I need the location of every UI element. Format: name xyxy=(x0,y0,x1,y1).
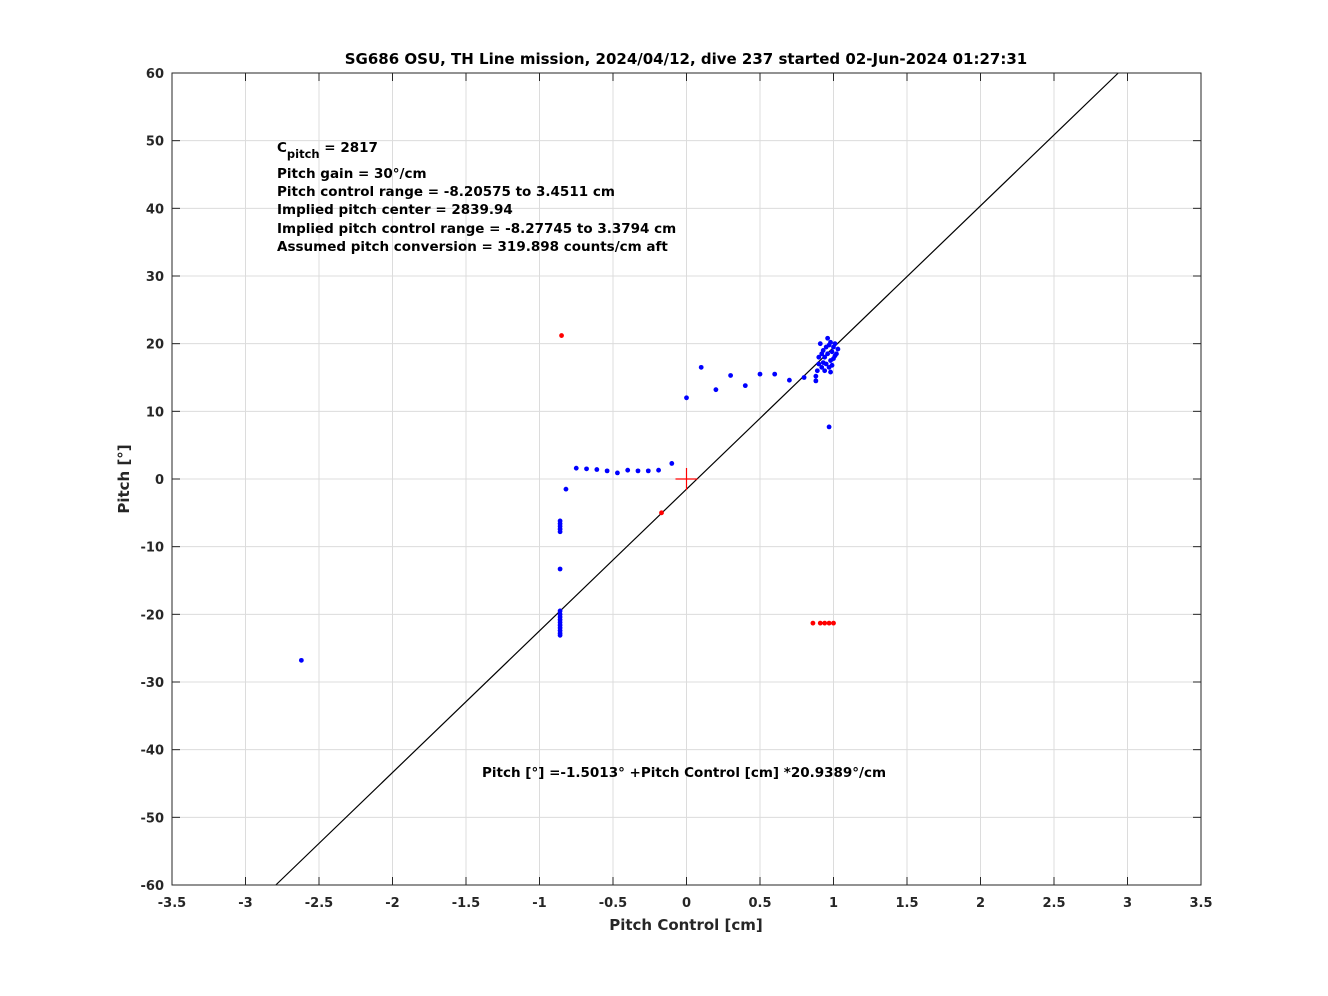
y-tick-label: 60 xyxy=(146,67,164,82)
y-tick-label: -10 xyxy=(141,541,165,556)
data-point-blue xyxy=(814,368,820,374)
data-point-blue xyxy=(625,467,631,473)
y-tick-label: 30 xyxy=(146,270,164,285)
data-point-blue xyxy=(832,341,838,347)
data-point-blue xyxy=(822,368,828,374)
data-point-red xyxy=(559,333,564,338)
x-tick-label: 3 xyxy=(1123,896,1132,911)
data-point-blue xyxy=(829,362,835,368)
x-tick-label: -3.5 xyxy=(158,896,186,911)
data-point-blue xyxy=(828,339,833,345)
annotation-cpitch: Cpitch = 2817 xyxy=(277,140,378,161)
data-point-blue xyxy=(817,341,823,347)
data-point-blue xyxy=(816,354,822,360)
data-point-blue xyxy=(820,348,826,353)
data-point-blue xyxy=(757,371,763,377)
x-tick-label: 3.5 xyxy=(1189,896,1212,911)
y-tick-label: 10 xyxy=(146,405,164,420)
x-tick-label: 0.5 xyxy=(748,896,771,911)
data-point-blue xyxy=(698,364,704,370)
y-tick-label: -40 xyxy=(141,744,165,759)
y-tick-label: -50 xyxy=(141,811,165,826)
data-point-blue xyxy=(557,608,563,614)
y-axis-label: Pitch [°] xyxy=(115,444,133,513)
x-tick-label: -0.5 xyxy=(599,896,627,911)
data-point-red xyxy=(831,620,836,626)
data-point-blue xyxy=(563,486,569,492)
axes xyxy=(171,72,1202,886)
data-point-blue xyxy=(829,349,835,355)
x-tick-label: 1.5 xyxy=(895,896,918,911)
x-tick-label: 2 xyxy=(976,896,985,911)
data-point-blue xyxy=(584,466,589,472)
tick-labels: -3.5 -3 -2.5 -2 -1.5 -1 -0.5 0 0.5 1 1.5 2 2.5 3 3.5 -6… xyxy=(141,67,1213,911)
data-point-blue xyxy=(819,364,825,370)
annotation-conversion: Assumed pitch conversion = 319.898 count… xyxy=(277,239,668,255)
fit-equation-label: Pitch [°] =-1.5013° +Pitch Control [cm] … xyxy=(482,765,886,781)
x-tick-label: -2.5 xyxy=(305,896,333,911)
annotation-block: Cpitch = 2817 Pitch gain = 30°/cm Pitch … xyxy=(277,140,676,255)
data-point-blue xyxy=(635,468,641,474)
y-tick-label: -20 xyxy=(141,608,165,623)
data-point-blue xyxy=(822,354,828,360)
data-point-blue xyxy=(713,387,719,393)
y-tick-label: 20 xyxy=(146,338,164,353)
data-point-blue xyxy=(615,470,620,476)
data-point-blue xyxy=(645,468,651,474)
data-point-blue xyxy=(834,351,839,357)
x-tick-label: -1 xyxy=(532,896,546,911)
data-point-blue xyxy=(557,529,563,535)
data-point-blue xyxy=(813,378,819,384)
data-point-blue xyxy=(825,351,831,357)
annotation-implied-center: Implied pitch center = 2839.94 xyxy=(277,202,513,218)
data-point-blue xyxy=(669,461,675,466)
axes-box xyxy=(171,72,1202,886)
data-point-blue xyxy=(813,373,819,379)
data-point-red xyxy=(659,510,664,516)
data-point-red xyxy=(810,620,816,626)
data-point-blue xyxy=(835,346,841,352)
x-tick-label: 0 xyxy=(682,896,691,911)
data-point-blue xyxy=(557,566,563,572)
x-axis-label: Pitch Control [cm] xyxy=(609,916,763,934)
data-point-blue xyxy=(557,632,563,638)
data-point-blue xyxy=(298,657,304,663)
data-point-red xyxy=(822,620,828,626)
data-point-blue xyxy=(801,375,807,380)
y-tick-label: -30 xyxy=(141,676,165,691)
data-point-blue xyxy=(787,377,792,383)
data-point-blue xyxy=(825,335,831,341)
data-point-blue xyxy=(604,468,610,474)
data-point-blue xyxy=(823,361,829,367)
data-point-blue xyxy=(772,371,778,377)
annotation-implied-range: Implied pitch control range = -8.27745 t… xyxy=(277,221,676,237)
y-tick-label: 0 xyxy=(155,473,164,488)
x-tick-label: -2 xyxy=(385,896,399,911)
chart-title: SG686 OSU, TH Line mission, 2024/04/12, … xyxy=(345,50,1028,68)
y-tick-label: -60 xyxy=(141,879,165,894)
data-point-blue xyxy=(728,373,733,378)
data-point-blue xyxy=(594,467,600,472)
x-tick-label: 2.5 xyxy=(1042,896,1065,911)
data-point-blue xyxy=(656,467,661,473)
data-point-blue xyxy=(828,369,833,375)
x-tick-label: 1 xyxy=(829,896,838,911)
y-tick-label: 50 xyxy=(146,135,164,150)
x-tick-label: -3 xyxy=(238,896,252,911)
grid xyxy=(172,73,1201,885)
x-tick-label: -1.5 xyxy=(452,896,480,911)
data-point-blue xyxy=(684,395,689,401)
y-tick-label: 40 xyxy=(146,202,164,217)
data-points xyxy=(298,333,841,663)
data-point-red xyxy=(817,620,823,626)
data-point-red xyxy=(826,620,832,626)
data-point-blue xyxy=(826,424,832,430)
data-point-blue xyxy=(742,383,748,389)
data-point-blue xyxy=(816,361,822,367)
data-point-blue xyxy=(573,465,579,471)
annotation-pitch-gain: Pitch gain = 30°/cm xyxy=(277,166,427,182)
annotation-control-range: Pitch control range = -8.20575 to 3.4511… xyxy=(277,184,615,200)
